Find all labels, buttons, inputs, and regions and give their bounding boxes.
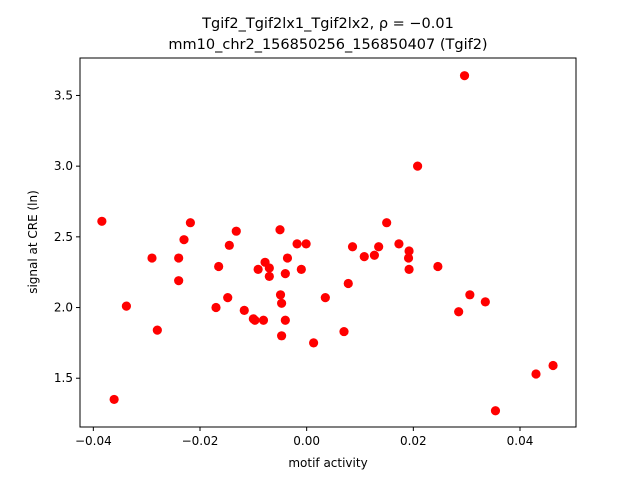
x-axis-label: motif activity (288, 456, 367, 470)
data-point (309, 338, 319, 348)
data-point (275, 290, 286, 300)
data-point (121, 301, 131, 311)
data-points (97, 71, 558, 416)
data-point (548, 360, 558, 371)
data-point (531, 369, 541, 379)
data-point (185, 218, 195, 228)
x-tick-label: −0.02 (182, 434, 219, 448)
data-point (264, 271, 274, 282)
data-point (374, 242, 384, 252)
data-point (264, 263, 274, 273)
data-point (280, 315, 290, 325)
data-point (147, 253, 157, 263)
data-point (179, 235, 189, 245)
data-point (404, 264, 414, 274)
data-point (359, 252, 369, 262)
y-tick-label: 2.5 (54, 230, 73, 244)
data-point (239, 305, 249, 315)
data-point (490, 406, 501, 416)
data-point (369, 250, 379, 260)
data-point (174, 276, 184, 286)
data-point (382, 218, 392, 228)
data-point (224, 240, 234, 250)
data-point (339, 326, 349, 337)
y-tick-label: 3.5 (54, 88, 73, 102)
y-tick-label: 1.5 (54, 371, 73, 385)
data-point (223, 293, 233, 303)
data-point (465, 290, 475, 300)
data-point (292, 239, 302, 249)
data-point (296, 264, 306, 274)
data-point (433, 261, 443, 272)
y-axis-label: signal at CRE (ln) (26, 190, 40, 294)
y-tick-label: 3.0 (54, 159, 73, 173)
data-point (480, 297, 490, 307)
data-point (152, 325, 162, 335)
data-point (250, 315, 260, 325)
data-point (275, 225, 285, 235)
y-axis-ticks: 1.5 2.0 2.5 3.0 3.5 (54, 88, 80, 385)
data-point (277, 298, 287, 308)
chart-title-line-1: Tgif2_Tgif2lx1_Tgif2lx2, ρ = −0.01 (201, 16, 454, 32)
data-point (459, 71, 470, 81)
y-tick-label: 2.0 (54, 301, 73, 315)
data-point (174, 253, 184, 263)
data-point (280, 269, 290, 279)
data-point (404, 246, 414, 256)
data-point (258, 315, 269, 325)
data-point (347, 242, 358, 252)
data-point (214, 261, 224, 272)
data-point (320, 293, 330, 303)
chart-title-line-2: mm10_chr2_156850256_156850407 (Tgif2) (168, 37, 487, 53)
x-tick-label: 0.02 (400, 434, 427, 448)
data-point (403, 253, 414, 263)
data-point (231, 226, 241, 236)
data-point (97, 216, 107, 226)
x-tick-label: 0.00 (293, 434, 320, 448)
x-axis-ticks: −0.04 −0.02 0.00 0.02 0.04 (75, 427, 533, 448)
data-point (109, 394, 119, 405)
x-tick-label: −0.04 (75, 434, 112, 448)
plot-frame (79, 57, 577, 428)
data-point (454, 307, 464, 317)
data-point (343, 278, 353, 289)
x-tick-label: 0.04 (507, 434, 534, 448)
data-point (211, 302, 221, 313)
data-point (301, 239, 311, 249)
data-point (282, 253, 293, 263)
data-point (277, 331, 287, 341)
data-point (413, 161, 423, 171)
data-point (394, 239, 404, 249)
data-point (253, 264, 263, 274)
